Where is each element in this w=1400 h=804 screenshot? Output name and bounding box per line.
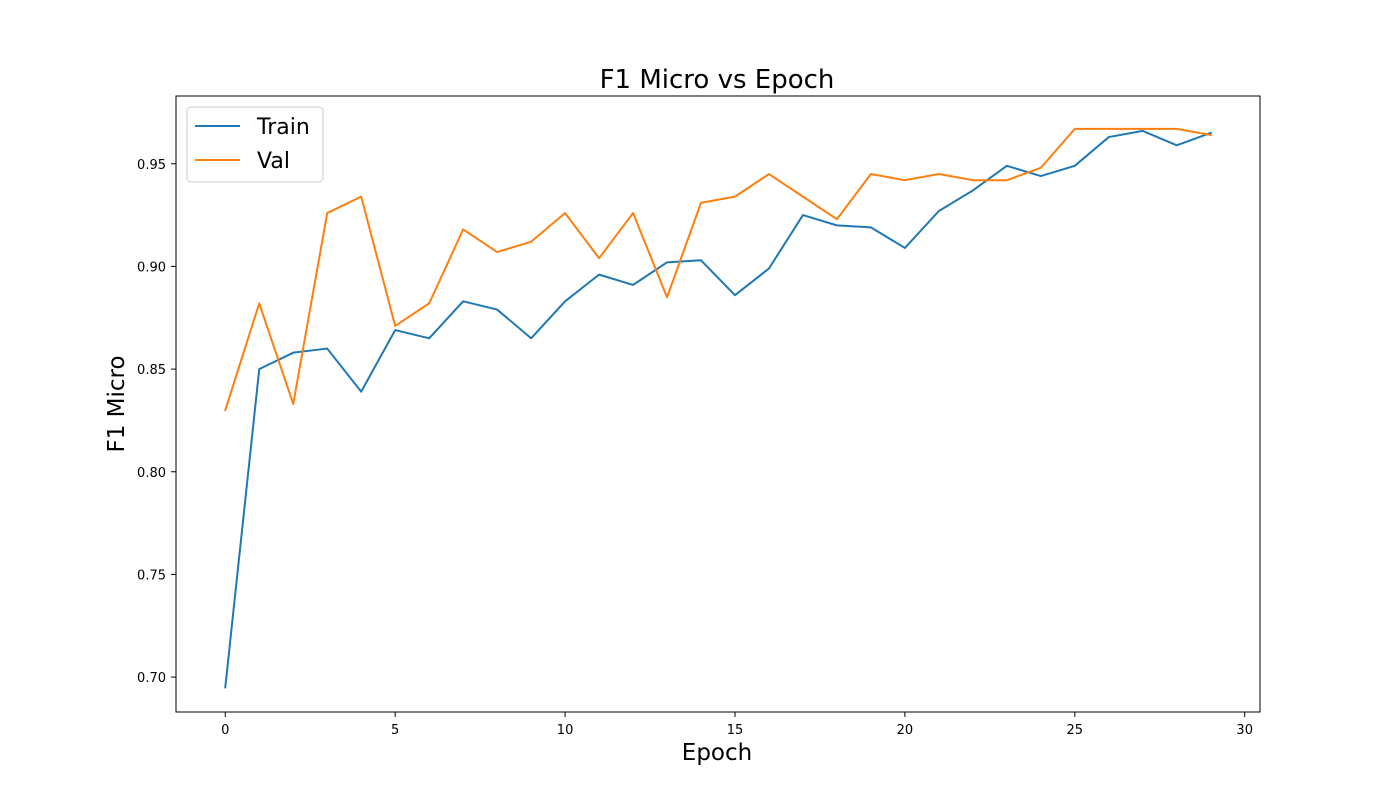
x-tick-label: 5 [391,723,399,738]
series-line-train [224,129,1213,689]
plot-area: 0 5 10 15 20 25 30 0.70 0.75 0.80 0.85 0.90 0.95 Trai… [137,95,1261,738]
y-tick-label: 0.90 [137,260,166,275]
x-tick-label: 30 [1236,723,1253,738]
legend-label-val: Val [257,149,290,174]
y-tick-label: 0.75 [137,568,166,583]
x-tick-label: 20 [897,723,914,738]
legend-label-train: Train [256,115,310,140]
y-tick-label: 0.95 [137,158,166,173]
series-line-val [224,127,1212,412]
y-tick-label: 0.85 [137,363,166,378]
y-axis-label: F1 Micro [104,355,130,452]
chart-title: F1 Micro vs Epoch [600,65,835,95]
x-tick-label: 10 [557,723,574,738]
y-tick-label: 0.70 [137,671,166,686]
y-tick-label: 0.80 [137,466,166,481]
x-tick-label: 0 [221,723,229,738]
x-tick-label: 25 [1067,723,1084,738]
x-axis-label: Epoch [682,740,752,766]
x-tick-label: 15 [727,723,744,738]
plot-frame [175,95,1261,713]
